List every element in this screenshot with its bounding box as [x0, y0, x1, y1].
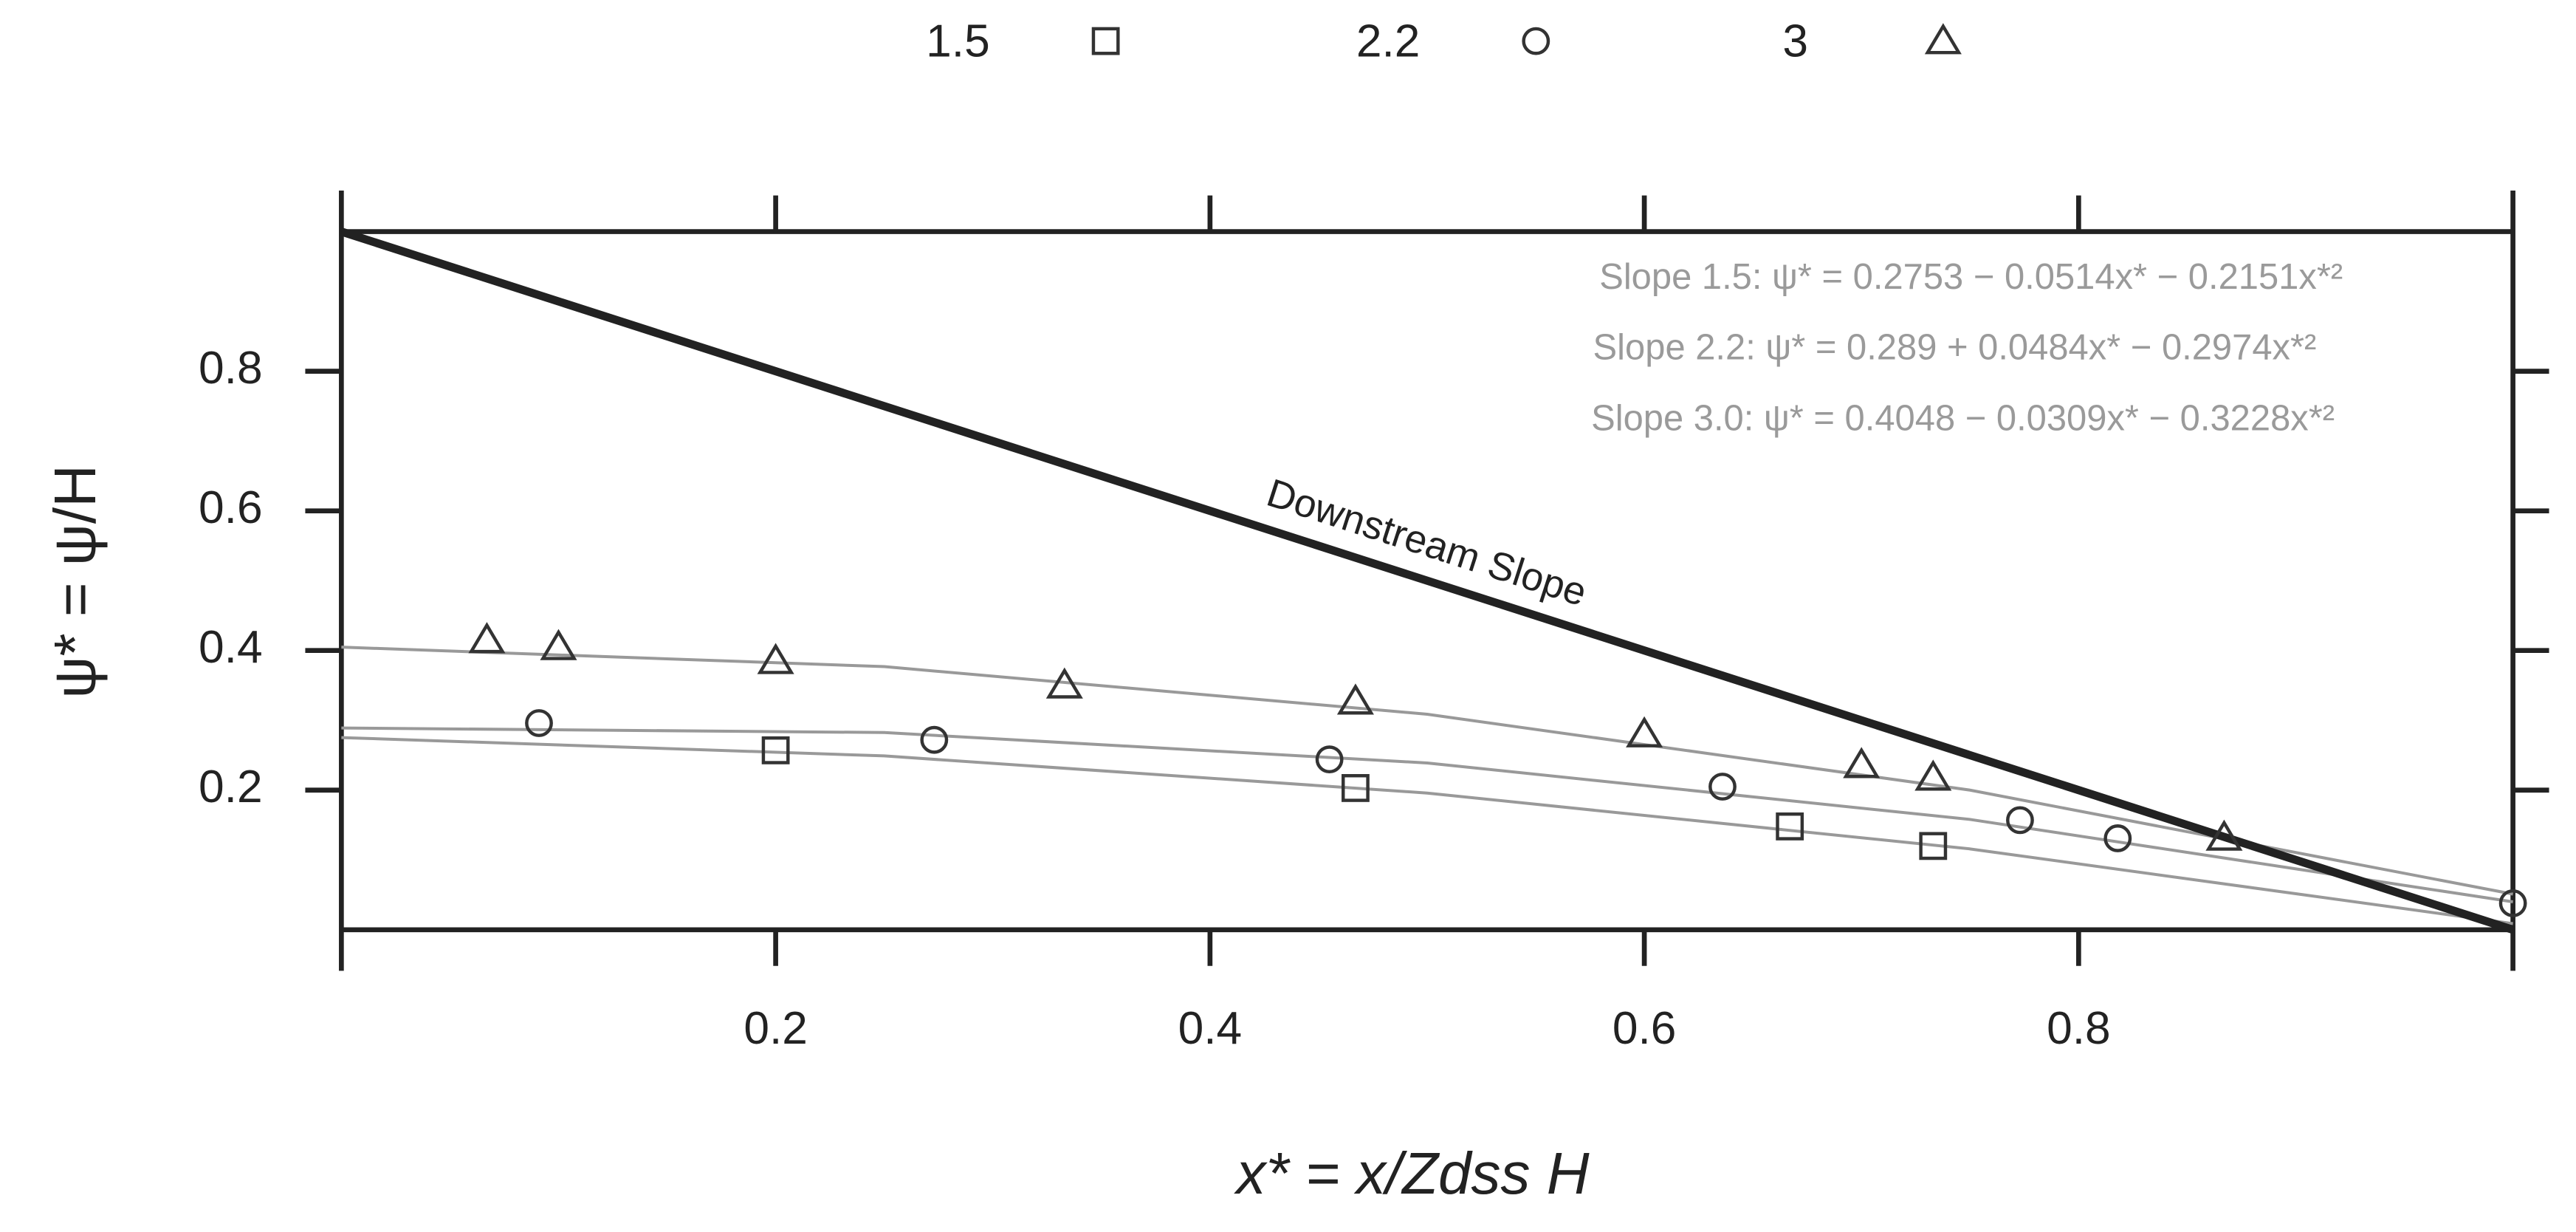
annotation: Slope 1.5: ψ* = 0.2753 − 0.0514x* − 0.21… [1599, 257, 2343, 297]
legend-marker [1522, 27, 1550, 55]
legend-label: 3 [1782, 16, 1808, 67]
marker-circle [1315, 745, 1344, 774]
downstream-slope-line [340, 227, 2515, 934]
marker-triangle [468, 622, 506, 654]
marker-square [1919, 832, 1948, 860]
fit-curve [341, 736, 2513, 925]
marker-circle [920, 725, 949, 754]
y-tick-label: 0.6 [199, 482, 263, 533]
y-tick-label: 0.4 [199, 622, 263, 673]
marker-square [761, 736, 790, 764]
marker-triangle [757, 643, 794, 674]
legend-marker [1924, 23, 1962, 55]
marker-circle [1708, 773, 1737, 801]
marker-triangle [1626, 716, 1663, 747]
marker-triangle [540, 629, 577, 660]
x-tick-label: 0.4 [1178, 1003, 1243, 1054]
annotation: Slope 3.0: ψ* = 0.4048 − 0.0309x* − 0.32… [1591, 398, 2335, 438]
marker-square [1342, 774, 1370, 802]
marker-circle [2006, 806, 2034, 835]
fit-curve [341, 646, 2513, 896]
marker-square [1776, 812, 1804, 841]
x-tick-label: 0.2 [743, 1003, 808, 1054]
x-tick-label: 0.8 [2047, 1003, 2111, 1054]
marker-triangle [1843, 747, 1881, 778]
y-axis-label: ψ* = ψ/H [42, 465, 108, 699]
marker-triangle [1336, 683, 1374, 715]
x-tick-label: 0.6 [1612, 1003, 1677, 1054]
fit-curve [341, 726, 2513, 903]
x-axis-label: x* = x/Zdss H [1233, 1140, 1589, 1206]
marker-triangle [1914, 759, 1952, 791]
legend-label: 2.2 [1356, 16, 1421, 67]
marker-circle [2498, 889, 2527, 917]
y-tick-label: 0.2 [199, 762, 263, 812]
marker-circle [2103, 824, 2132, 852]
marker-triangle [1045, 667, 1083, 699]
marker-circle [525, 709, 553, 737]
marker-triangle [2205, 819, 2243, 851]
y-tick-label: 0.8 [199, 343, 263, 394]
legend-label: 1.5 [926, 16, 990, 67]
legend-marker [1091, 27, 1120, 55]
annotation: Slope 2.2: ψ* = 0.289 + 0.0484x* − 0.297… [1593, 328, 2317, 368]
